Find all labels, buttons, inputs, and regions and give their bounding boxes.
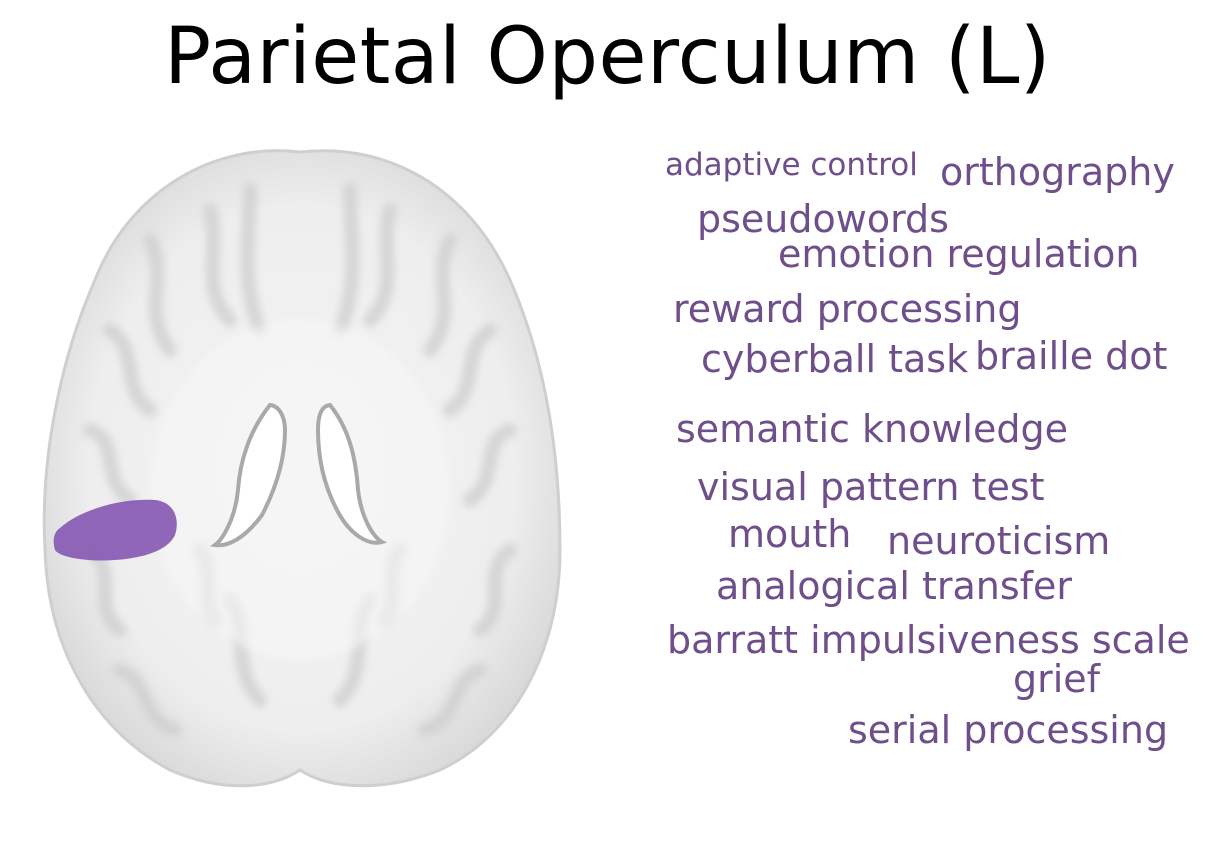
term-serial-processing: serial processing (848, 708, 1169, 752)
term-reward-processing: reward processing (673, 287, 1022, 331)
term-analogical-transfer: analogical transfer (716, 564, 1073, 608)
term-visual-pattern-test: visual pattern test (697, 465, 1045, 509)
term-cyberball-task: cyberball task (701, 337, 969, 381)
brain-axial-slice (42, 149, 562, 788)
term-pseudowords: pseudowords (697, 197, 949, 241)
term-emotion-regulation: emotion regulation (778, 232, 1140, 276)
parietal-operculum-highlight (53, 499, 177, 561)
ventricles (209, 402, 388, 548)
term-grief: grief (1013, 657, 1101, 701)
term-barratt-impulsiveness-scale: barratt impulsiveness scale (667, 618, 1190, 662)
term-semantic-knowledge: semantic knowledge (676, 407, 1068, 451)
term-braille-dot: braille dot (975, 334, 1168, 378)
term-adaptive-control: adaptive control (665, 147, 918, 183)
page-title: Parietal Operculum (L) (164, 12, 1051, 102)
term-orthography: orthography (940, 150, 1175, 194)
term-neuroticism: neuroticism (887, 519, 1111, 563)
term-mouth: mouth (728, 512, 852, 556)
